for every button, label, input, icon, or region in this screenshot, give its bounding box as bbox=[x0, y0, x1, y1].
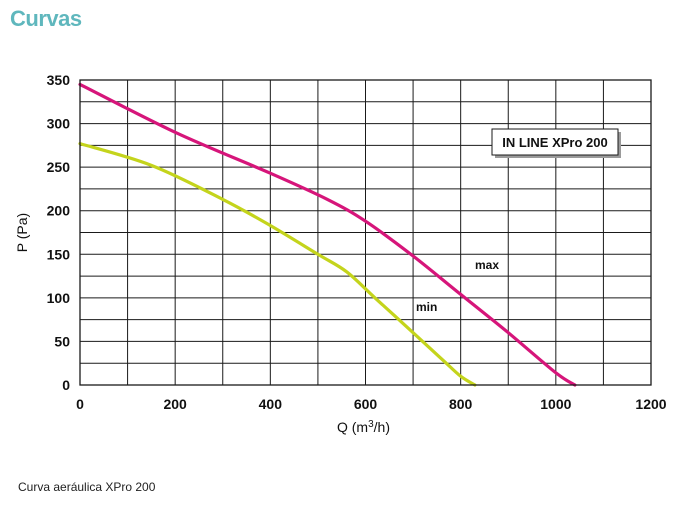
y-tick-label: 150 bbox=[47, 246, 71, 262]
y-tick-label: 250 bbox=[47, 159, 71, 175]
y-tick-label: 300 bbox=[47, 116, 71, 132]
series-label-min: min bbox=[416, 300, 437, 314]
chart-frame bbox=[79, 79, 652, 386]
plot-border bbox=[79, 79, 652, 386]
x-tick-label: 1200 bbox=[635, 396, 666, 412]
y-axis-title: P (Pa) bbox=[14, 213, 30, 252]
x-tick-label: 0 bbox=[76, 396, 84, 412]
series-line-max bbox=[78, 82, 577, 387]
x-axis-title: Q (m3/h) bbox=[337, 419, 390, 435]
series-label-max: max bbox=[475, 258, 499, 272]
x-tick-label: 400 bbox=[259, 396, 283, 412]
x-tick-label: 1000 bbox=[540, 396, 571, 412]
chart-curves: max min bbox=[78, 82, 577, 387]
y-tick-label: 0 bbox=[62, 377, 70, 393]
chart-caption: Curva aeráulica XPro 200 bbox=[18, 480, 156, 494]
legend-box-frame bbox=[491, 128, 619, 156]
legend-box-label: IN LINE XPro 200 bbox=[502, 135, 607, 150]
x-tick-label: 800 bbox=[449, 396, 473, 412]
model-legend-box: IN LINE XPro 200 bbox=[491, 128, 621, 158]
x-tick-labels: 0 200 400 600 800 1000 1200 bbox=[76, 396, 667, 412]
page-heading: Curvas bbox=[10, 6, 82, 31]
chart-grid bbox=[80, 80, 651, 385]
x-tick-label: 600 bbox=[354, 396, 378, 412]
series-line-min bbox=[78, 142, 477, 387]
x-tick-label: 200 bbox=[163, 396, 187, 412]
y-tick-label: 200 bbox=[47, 203, 71, 219]
y-tick-label: 100 bbox=[47, 290, 71, 306]
y-tick-label: 350 bbox=[47, 72, 71, 88]
y-tick-label: 50 bbox=[54, 333, 70, 349]
y-tick-labels: 0 50 100 150 200 250 300 350 bbox=[47, 72, 71, 393]
